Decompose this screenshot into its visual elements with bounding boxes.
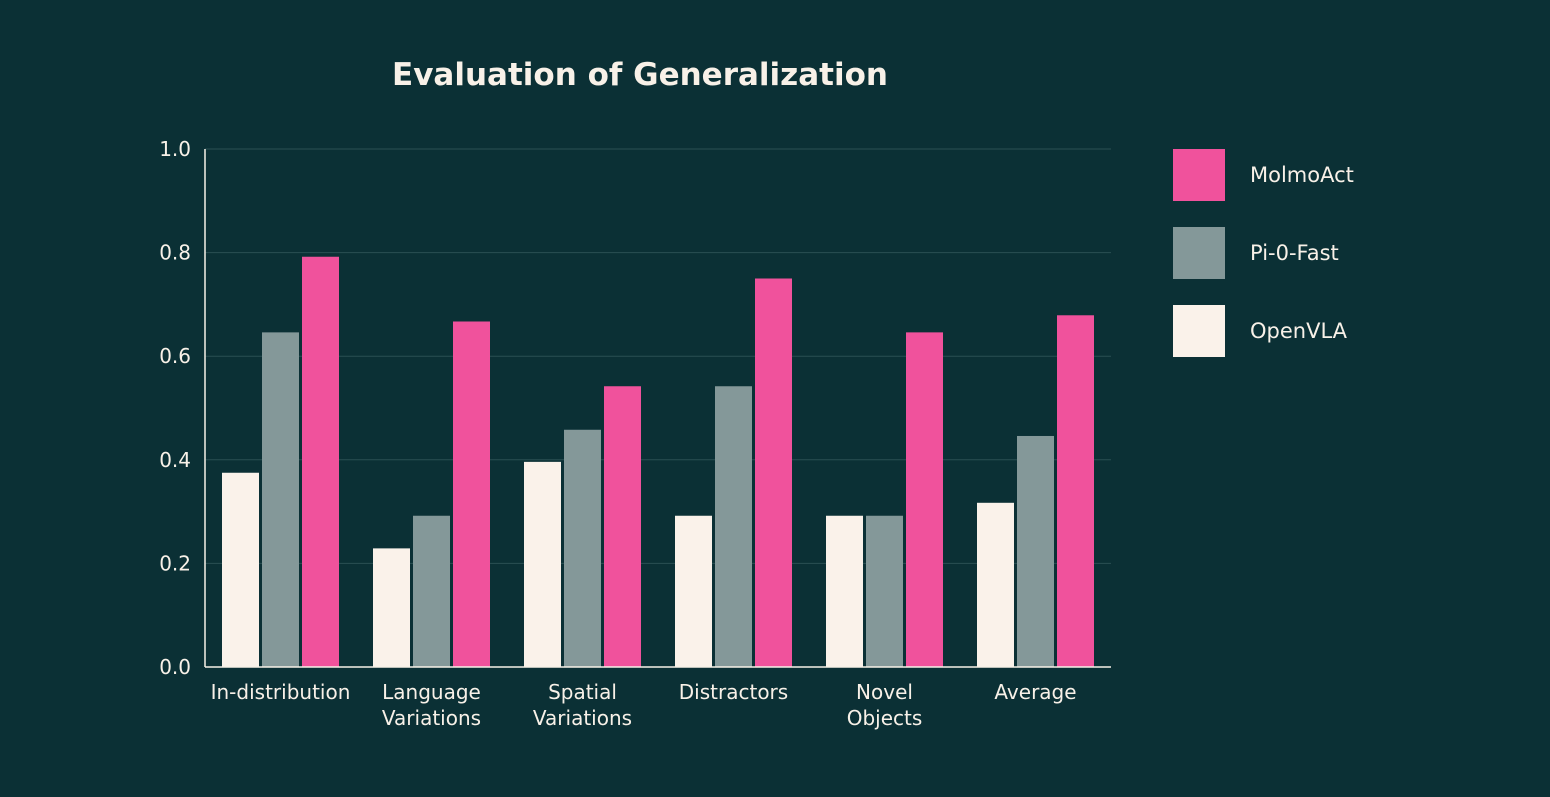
x-category-label-line: Average: [994, 680, 1076, 704]
y-tick-label: 0.4: [159, 448, 191, 472]
x-category-label-line: Language: [382, 680, 481, 704]
x-category-label-line: Variations: [382, 706, 481, 730]
legend-label: OpenVLA: [1250, 319, 1348, 343]
bar-openvla: [826, 515, 863, 667]
x-category-label-line: Variations: [533, 706, 632, 730]
bar-openvla: [675, 515, 712, 667]
legend-swatch: [1173, 227, 1225, 279]
bar-molmoact: [1057, 315, 1094, 667]
bar-openvla: [977, 502, 1014, 667]
bar-pi-0-fast: [866, 515, 903, 667]
bar-openvla: [524, 461, 561, 667]
bar-pi-0-fast: [413, 515, 450, 667]
bars: [222, 256, 1094, 667]
bar-pi-0-fast: [564, 429, 601, 667]
bar-molmoact: [906, 332, 943, 667]
x-category-label: Distractors: [679, 680, 788, 704]
x-category-label-line: Novel: [856, 680, 913, 704]
x-category-label: Spatial Variations: [533, 680, 632, 730]
legend-label: MolmoAct: [1250, 163, 1354, 187]
y-tick-label: 0.6: [159, 344, 191, 368]
bar-openvla: [373, 548, 410, 667]
x-category-label-line: Objects: [847, 706, 923, 730]
bar-pi-0-fast: [1017, 435, 1054, 667]
bar-openvla: [222, 472, 259, 667]
x-category-label: Average: [994, 680, 1076, 704]
y-tick-label: 0.2: [159, 551, 191, 575]
y-tick-label: 1.0: [159, 137, 191, 161]
x-category-label: Language Variations: [382, 680, 481, 730]
bar-pi-0-fast: [715, 386, 752, 667]
x-category-label-line: In-distribution: [211, 680, 351, 704]
bar-molmoact: [755, 278, 792, 667]
bar-molmoact: [302, 256, 339, 667]
y-axis-ticks: 0.0 0.2 0.4 0.6 0.8 1.0: [159, 137, 191, 679]
legend-label: Pi-0-Fast: [1250, 241, 1339, 265]
grid-lines: [205, 148, 1111, 564]
axes: [204, 149, 1111, 668]
chart-title: Evaluation of Generalization: [392, 57, 888, 93]
x-category-label-line: Distractors: [679, 680, 788, 704]
legend-swatch: [1173, 149, 1225, 201]
legend-swatch: [1173, 305, 1225, 357]
bar-molmoact: [604, 386, 641, 667]
x-axis-categories: In-distribution Language VariationsSpatial…: [211, 680, 1077, 730]
legend: MolmoAct Pi-0-Fast OpenVLA: [1173, 149, 1354, 357]
x-category-label: Novel Objects: [847, 680, 923, 730]
y-tick-label: 0.0: [159, 655, 191, 679]
x-category-label-line: Spatial: [548, 680, 617, 704]
bar-pi-0-fast: [262, 332, 299, 667]
x-category-label: In-distribution: [211, 680, 351, 704]
y-tick-label: 0.8: [159, 241, 191, 265]
bar-molmoact: [453, 321, 490, 667]
